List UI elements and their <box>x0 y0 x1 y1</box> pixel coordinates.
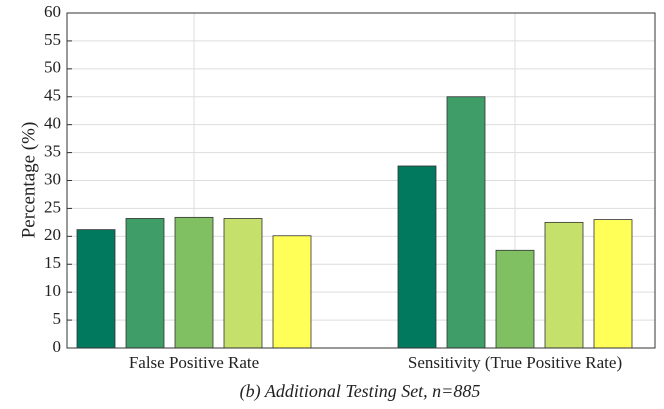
plot-frame <box>66 12 656 349</box>
y-tick-label: 60 <box>44 2 61 21</box>
y-tick-label: 35 <box>44 141 61 160</box>
y-tick-label: 20 <box>44 225 61 244</box>
bar <box>397 165 437 349</box>
y-tick-label: 30 <box>44 169 61 188</box>
x-tick-label: Sensitivity (True Positive Rate) <box>408 353 622 372</box>
y-tick-label: 10 <box>44 281 61 300</box>
y-tick-label: 25 <box>44 197 61 216</box>
x-tick-label: False Positive Rate <box>129 353 259 372</box>
y-tick-label: 50 <box>44 58 61 77</box>
chart-title: (b) Additional Testing Set, n=885 <box>240 381 481 402</box>
bar <box>125 218 165 349</box>
bar <box>446 96 486 349</box>
bar <box>174 216 214 349</box>
bar <box>76 229 116 349</box>
y-tick-label: 40 <box>44 114 61 133</box>
y-tick-label: 5 <box>53 309 62 328</box>
bar <box>593 219 633 349</box>
y-tick-label: 45 <box>44 86 61 105</box>
y-axis-label: Percentage (%) <box>18 122 39 239</box>
y-tick-label: 15 <box>44 253 61 272</box>
y-tick-label: 0 <box>53 337 62 356</box>
bar <box>272 235 312 349</box>
y-tick-label: 55 <box>44 30 61 49</box>
bar <box>544 221 584 349</box>
bar <box>495 249 535 349</box>
bar <box>223 218 263 349</box>
